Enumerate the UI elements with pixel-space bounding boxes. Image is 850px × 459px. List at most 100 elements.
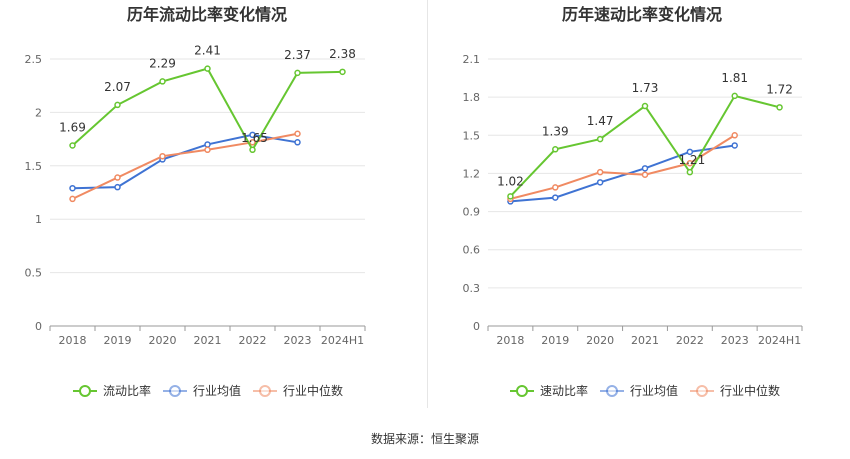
data-point <box>641 171 649 178</box>
data-point <box>204 141 211 148</box>
data-point <box>159 152 166 160</box>
chart-1: 历年流动比率变化情况 0 0.5 1 1.5 2 2.5 2018 2019 2020 2021 20… <box>25 5 366 398</box>
data-point <box>686 160 694 167</box>
series-line <box>72 132 298 200</box>
data-point <box>69 195 76 203</box>
y-tick-label: 1.8 <box>463 91 481 104</box>
data-point <box>294 130 301 138</box>
chart-2: 历年速动比率变化情况 0 0.3 0.6 0.9 1.2 1.5 1.8 2.1 2018 2019… <box>463 5 803 398</box>
x-tick-label: 2022 <box>239 334 267 347</box>
data-point <box>159 78 166 85</box>
data-point <box>69 142 76 149</box>
data-point <box>596 179 604 186</box>
x-tick-label: 2023 <box>284 334 312 347</box>
data-point <box>69 184 76 192</box>
data-point <box>249 131 256 139</box>
data-point <box>294 139 301 146</box>
data-label: 2.37 <box>284 48 311 62</box>
x-tick-label: 2024H1 <box>321 334 364 347</box>
chart-title: 历年流动比率变化情况 <box>127 5 287 24</box>
data-point <box>552 194 559 201</box>
data-label: 1.72 <box>766 82 793 96</box>
legend-marker <box>169 385 181 397</box>
data-point <box>114 183 121 191</box>
data-point <box>596 168 604 176</box>
y-tick-label: 2.1 <box>463 53 481 66</box>
legend-item: 速动比率 <box>510 383 588 398</box>
data-point <box>552 146 559 153</box>
data-label: 1.39 <box>542 124 569 138</box>
y-tick-label: 0.6 <box>463 244 481 257</box>
x-tick-label: 2024H1 <box>758 334 801 347</box>
data-label: 1.73 <box>632 81 659 95</box>
data-point <box>776 104 783 111</box>
y-tick-label: 0.5 <box>25 267 43 280</box>
y-tick-label: 1.5 <box>25 160 43 173</box>
legend-marker <box>516 385 528 397</box>
legend-marker <box>606 385 618 397</box>
series-line <box>510 144 735 203</box>
x-tick-label: 2018 <box>59 334 87 347</box>
x-tick-label: 2019 <box>104 334 132 347</box>
legend-item: 行业均值 <box>600 383 678 398</box>
data-point <box>596 135 604 143</box>
data-point <box>641 165 649 172</box>
legend-item: 行业中位数 <box>690 383 780 398</box>
y-tick-label: 1.2 <box>463 167 481 180</box>
data-point <box>204 65 211 72</box>
y-tick-label: 0.3 <box>463 282 481 295</box>
data-point <box>731 142 738 149</box>
data-point <box>507 193 514 200</box>
data-point <box>294 69 301 77</box>
data-label: 1.47 <box>587 114 614 128</box>
legend-label: 速动比率 <box>540 383 588 398</box>
legend-item: 流动比率 <box>73 383 151 398</box>
y-tick-label: 0 <box>35 320 42 333</box>
x-tick-label: 2019 <box>541 334 569 347</box>
data-point <box>641 102 649 110</box>
legend-label: 流动比率 <box>103 383 151 398</box>
data-point <box>114 174 121 181</box>
series-line <box>509 94 780 198</box>
legend-label: 行业中位数 <box>283 383 343 398</box>
data-source-note: 数据来源：恒生聚源 <box>370 432 479 446</box>
data-point <box>731 132 738 139</box>
y-tick-label: 1.5 <box>463 129 481 142</box>
y-tick-label: 0 <box>473 320 480 333</box>
legend-label: 行业中位数 <box>720 383 780 398</box>
y-tick-label: 2 <box>35 106 42 119</box>
chart-title: 历年速动比率变化情况 <box>562 5 722 24</box>
data-point <box>339 68 346 76</box>
x-tick-label: 2022 <box>676 334 704 347</box>
legend-marker <box>259 385 271 397</box>
legend-marker <box>79 385 91 397</box>
x-tick-label: 2021 <box>194 334 222 347</box>
data-label: 1.65 <box>241 131 268 145</box>
legend-label: 行业均值 <box>630 383 678 398</box>
y-tick-label: 0.9 <box>463 206 481 219</box>
data-label: 1.02 <box>497 174 524 188</box>
chart-divider <box>427 0 428 408</box>
legend-item: 行业均值 <box>163 383 241 398</box>
data-label: 1.69 <box>59 121 86 135</box>
data-label: 2.38 <box>329 47 356 61</box>
data-point <box>686 148 694 156</box>
legend-item: 行业中位数 <box>253 383 343 398</box>
data-label: 1.81 <box>721 71 748 85</box>
data-point <box>204 146 211 154</box>
data-point <box>552 184 559 191</box>
x-tick-label: 2021 <box>631 334 659 347</box>
x-tick-label: 2020 <box>149 334 177 347</box>
data-point <box>114 101 121 109</box>
data-point <box>249 146 256 154</box>
data-point <box>686 168 694 176</box>
y-tick-label: 1 <box>35 213 42 226</box>
x-tick-label: 2023 <box>721 334 749 347</box>
data-label: 1.21 <box>678 153 705 167</box>
data-point <box>249 139 256 146</box>
legend-marker <box>696 385 708 397</box>
legend-label: 行业均值 <box>193 383 241 398</box>
data-label: 2.07 <box>104 80 131 94</box>
data-label: 2.29 <box>149 56 176 70</box>
